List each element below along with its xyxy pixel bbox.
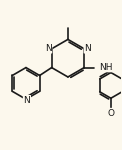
Text: N: N <box>24 96 30 105</box>
Text: O: O <box>107 109 114 118</box>
Text: N: N <box>84 44 91 53</box>
Text: N: N <box>45 44 52 53</box>
Text: NH: NH <box>99 63 112 72</box>
